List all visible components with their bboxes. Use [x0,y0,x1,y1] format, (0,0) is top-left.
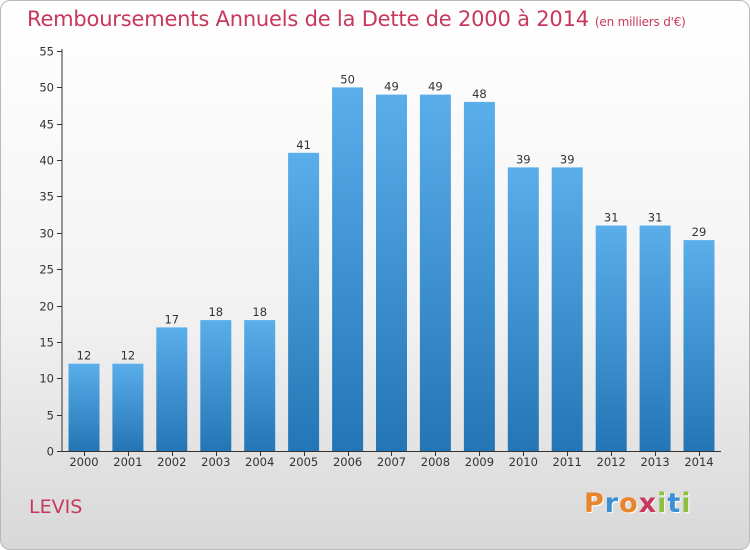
bar [332,87,364,452]
bar [419,94,451,451]
bar [288,152,320,452]
brand-letter: t [667,488,682,519]
chart-title: Remboursements Annuels de la Dette de 20… [27,7,686,31]
bar [639,225,671,451]
y-tick-label: 5 [47,409,54,423]
commune-name: LEVIS [29,496,83,518]
brand-letter: x [638,488,658,519]
y-tick-label: 45 [39,118,54,132]
brand-letter: i [681,488,692,519]
x-tick-label: 2006 [333,455,362,469]
bar-value-label: 48 [472,87,487,101]
bar-value-label: 12 [77,349,92,363]
y-tick-label: 40 [39,154,54,168]
bar [507,167,539,451]
x-tick-label: 2010 [509,455,538,469]
bar [551,167,583,451]
x-tick-label: 2009 [465,455,494,469]
chart-title-text: Remboursements Annuels de la Dette de 20… [27,7,589,31]
y-tick-label: 50 [39,81,54,95]
x-tick-label: 2004 [245,455,274,469]
bar [156,327,188,451]
x-tick-label: 2014 [684,455,713,469]
bar-value-label: 18 [208,305,223,319]
chart-unit-label: (en milliers d'€) [594,15,686,29]
y-tick-label: 20 [39,300,54,314]
bar-value-label: 41 [296,138,311,152]
y-tick-label: 15 [39,336,54,350]
bar-value-label: 18 [252,305,267,319]
y-tick-label: 0 [47,445,54,459]
x-tick-label: 2002 [157,455,186,469]
y-tick-label: 55 [39,45,54,59]
bar-value-label: 31 [604,211,619,225]
brand-letter: P [584,488,605,519]
bar-value-label: 39 [560,152,575,166]
x-tick-label: 2012 [597,455,626,469]
bar [200,320,232,451]
brand-letter: r [604,488,620,519]
bar-value-label: 39 [516,152,531,166]
x-tick-label: 2003 [201,455,230,469]
bar-value-label: 12 [121,349,136,363]
bar-value-label: 49 [384,80,399,94]
y-tick-label: 25 [39,263,54,277]
bar-value-label: 29 [692,225,707,239]
bar [595,225,627,451]
bar-value-label: 49 [428,80,443,94]
y-tick-label: 30 [39,227,54,241]
x-tick-label: 2001 [113,455,142,469]
x-tick-label: 2008 [421,455,450,469]
brand-letter: o [619,488,639,519]
x-tick-label: 2000 [69,455,98,469]
bar [112,363,144,451]
bar [683,240,715,451]
brand-letter: i [657,488,668,519]
bar-value-label: 31 [648,211,663,225]
bar [244,320,276,451]
x-tick-label: 2011 [553,455,582,469]
bar [463,101,495,452]
x-tick-label: 2007 [377,455,406,469]
bar-value-label: 50 [340,72,355,86]
x-tick-label: 2005 [289,455,318,469]
y-tick-label: 35 [39,190,54,204]
proxiti-logo[interactable]: Proxiti [584,488,692,519]
x-tick-label: 2013 [640,455,669,469]
bar [68,363,100,451]
bar-value-label: 17 [164,312,179,326]
y-tick-label: 10 [39,372,54,386]
bar [376,94,407,451]
